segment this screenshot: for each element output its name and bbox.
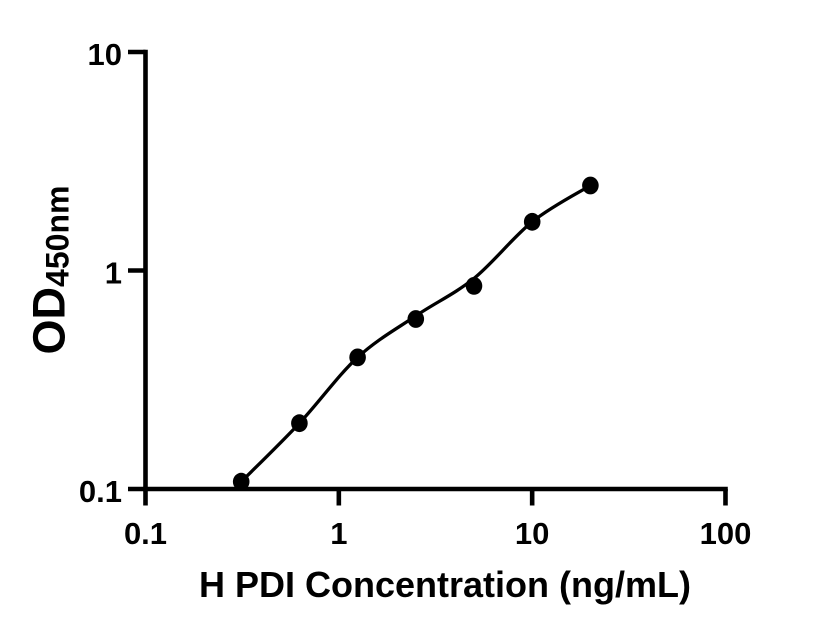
x-axis-tick-label: 10 [515,516,549,551]
x-axis-tick-label: 100 [700,516,752,551]
x-axis-title: H PDI Concentration (ng/mL) [199,564,691,605]
x-axis-tick-label: 1 [330,516,347,551]
data-point-marker [582,176,599,195]
y-axis-title-main: OD [23,286,75,355]
data-point-marker [349,348,366,367]
y-axis-title: OD450nm [23,185,76,355]
y-axis-tick-label: 10 [88,37,122,72]
x-axis-tick-label: 0.1 [124,516,167,551]
data-point-marker [291,414,308,433]
data-point-marker [465,277,483,295]
data-point-marker [523,212,541,231]
y-axis-title-subscript: 450nm [39,185,76,287]
y-axis-tick-label: 1 [105,256,122,291]
y-axis-tick-label: 0.1 [79,474,122,509]
data-point-marker [232,472,250,491]
standard-curve-fit-line [239,183,593,484]
data-point-marker [407,310,425,328]
